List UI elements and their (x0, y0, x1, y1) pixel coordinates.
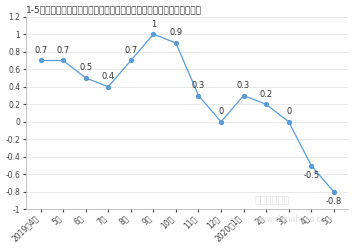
Text: 0: 0 (218, 107, 224, 116)
Text: 中国报告大厅: 中国报告大厅 (255, 194, 290, 204)
Text: 1: 1 (151, 20, 156, 29)
Text: 0.7: 0.7 (34, 46, 47, 55)
Text: -0.5: -0.5 (303, 171, 319, 180)
Text: 0.2: 0.2 (259, 90, 273, 99)
Text: 1-5月泵、阀门、压缩机及类似机械制造工业生产者出厂价格指数同比涨: 1-5月泵、阀门、压缩机及类似机械制造工业生产者出厂价格指数同比涨 (26, 5, 202, 14)
Text: -0.8: -0.8 (326, 197, 342, 206)
Text: 0.4: 0.4 (102, 72, 115, 81)
Text: 0.3: 0.3 (192, 81, 205, 90)
Text: 0.5: 0.5 (79, 63, 92, 72)
Text: 0.7: 0.7 (57, 46, 70, 55)
Text: 0.7: 0.7 (124, 46, 137, 55)
Text: 0: 0 (286, 107, 291, 116)
Text: 0.9: 0.9 (169, 28, 183, 37)
Text: www.chinabgao.com: www.chinabgao.com (255, 215, 333, 224)
Text: 0.3: 0.3 (237, 81, 250, 90)
